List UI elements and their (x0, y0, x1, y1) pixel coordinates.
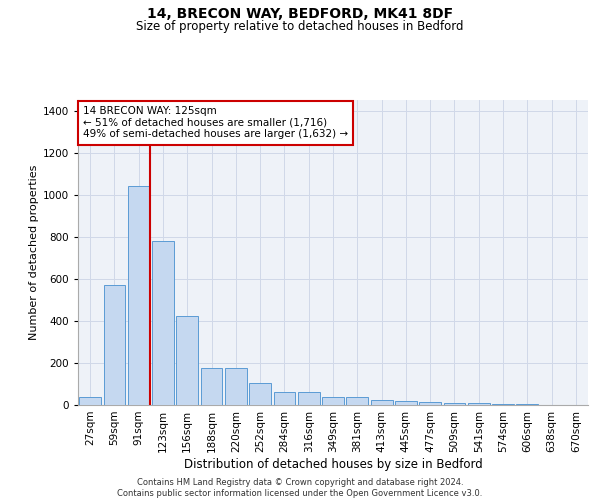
Bar (176, 316, 198, 405)
Bar (468, 404, 490, 405)
Bar (249, 383, 271, 405)
Bar (395, 401, 417, 405)
Bar (346, 396, 368, 405)
Bar (419, 402, 441, 405)
Bar (79, 396, 101, 405)
Bar (443, 403, 466, 405)
Bar (104, 285, 125, 405)
Bar (517, 404, 538, 405)
Bar (225, 368, 247, 405)
Text: 14, BRECON WAY, BEDFORD, MK41 8DF: 14, BRECON WAY, BEDFORD, MK41 8DF (147, 8, 453, 22)
Y-axis label: Number of detached properties: Number of detached properties (29, 165, 38, 340)
Bar (371, 400, 392, 405)
Bar (322, 396, 344, 405)
X-axis label: Distribution of detached houses by size in Bedford: Distribution of detached houses by size … (184, 458, 482, 470)
Text: Contains HM Land Registry data © Crown copyright and database right 2024.
Contai: Contains HM Land Registry data © Crown c… (118, 478, 482, 498)
Bar (274, 392, 295, 405)
Bar (128, 186, 149, 405)
Text: Size of property relative to detached houses in Bedford: Size of property relative to detached ho… (136, 20, 464, 33)
Bar (298, 392, 320, 405)
Bar (492, 404, 514, 405)
Bar (152, 241, 174, 405)
Bar (200, 368, 223, 405)
Text: 14 BRECON WAY: 125sqm
← 51% of detached houses are smaller (1,716)
49% of semi-d: 14 BRECON WAY: 125sqm ← 51% of detached … (83, 106, 348, 140)
